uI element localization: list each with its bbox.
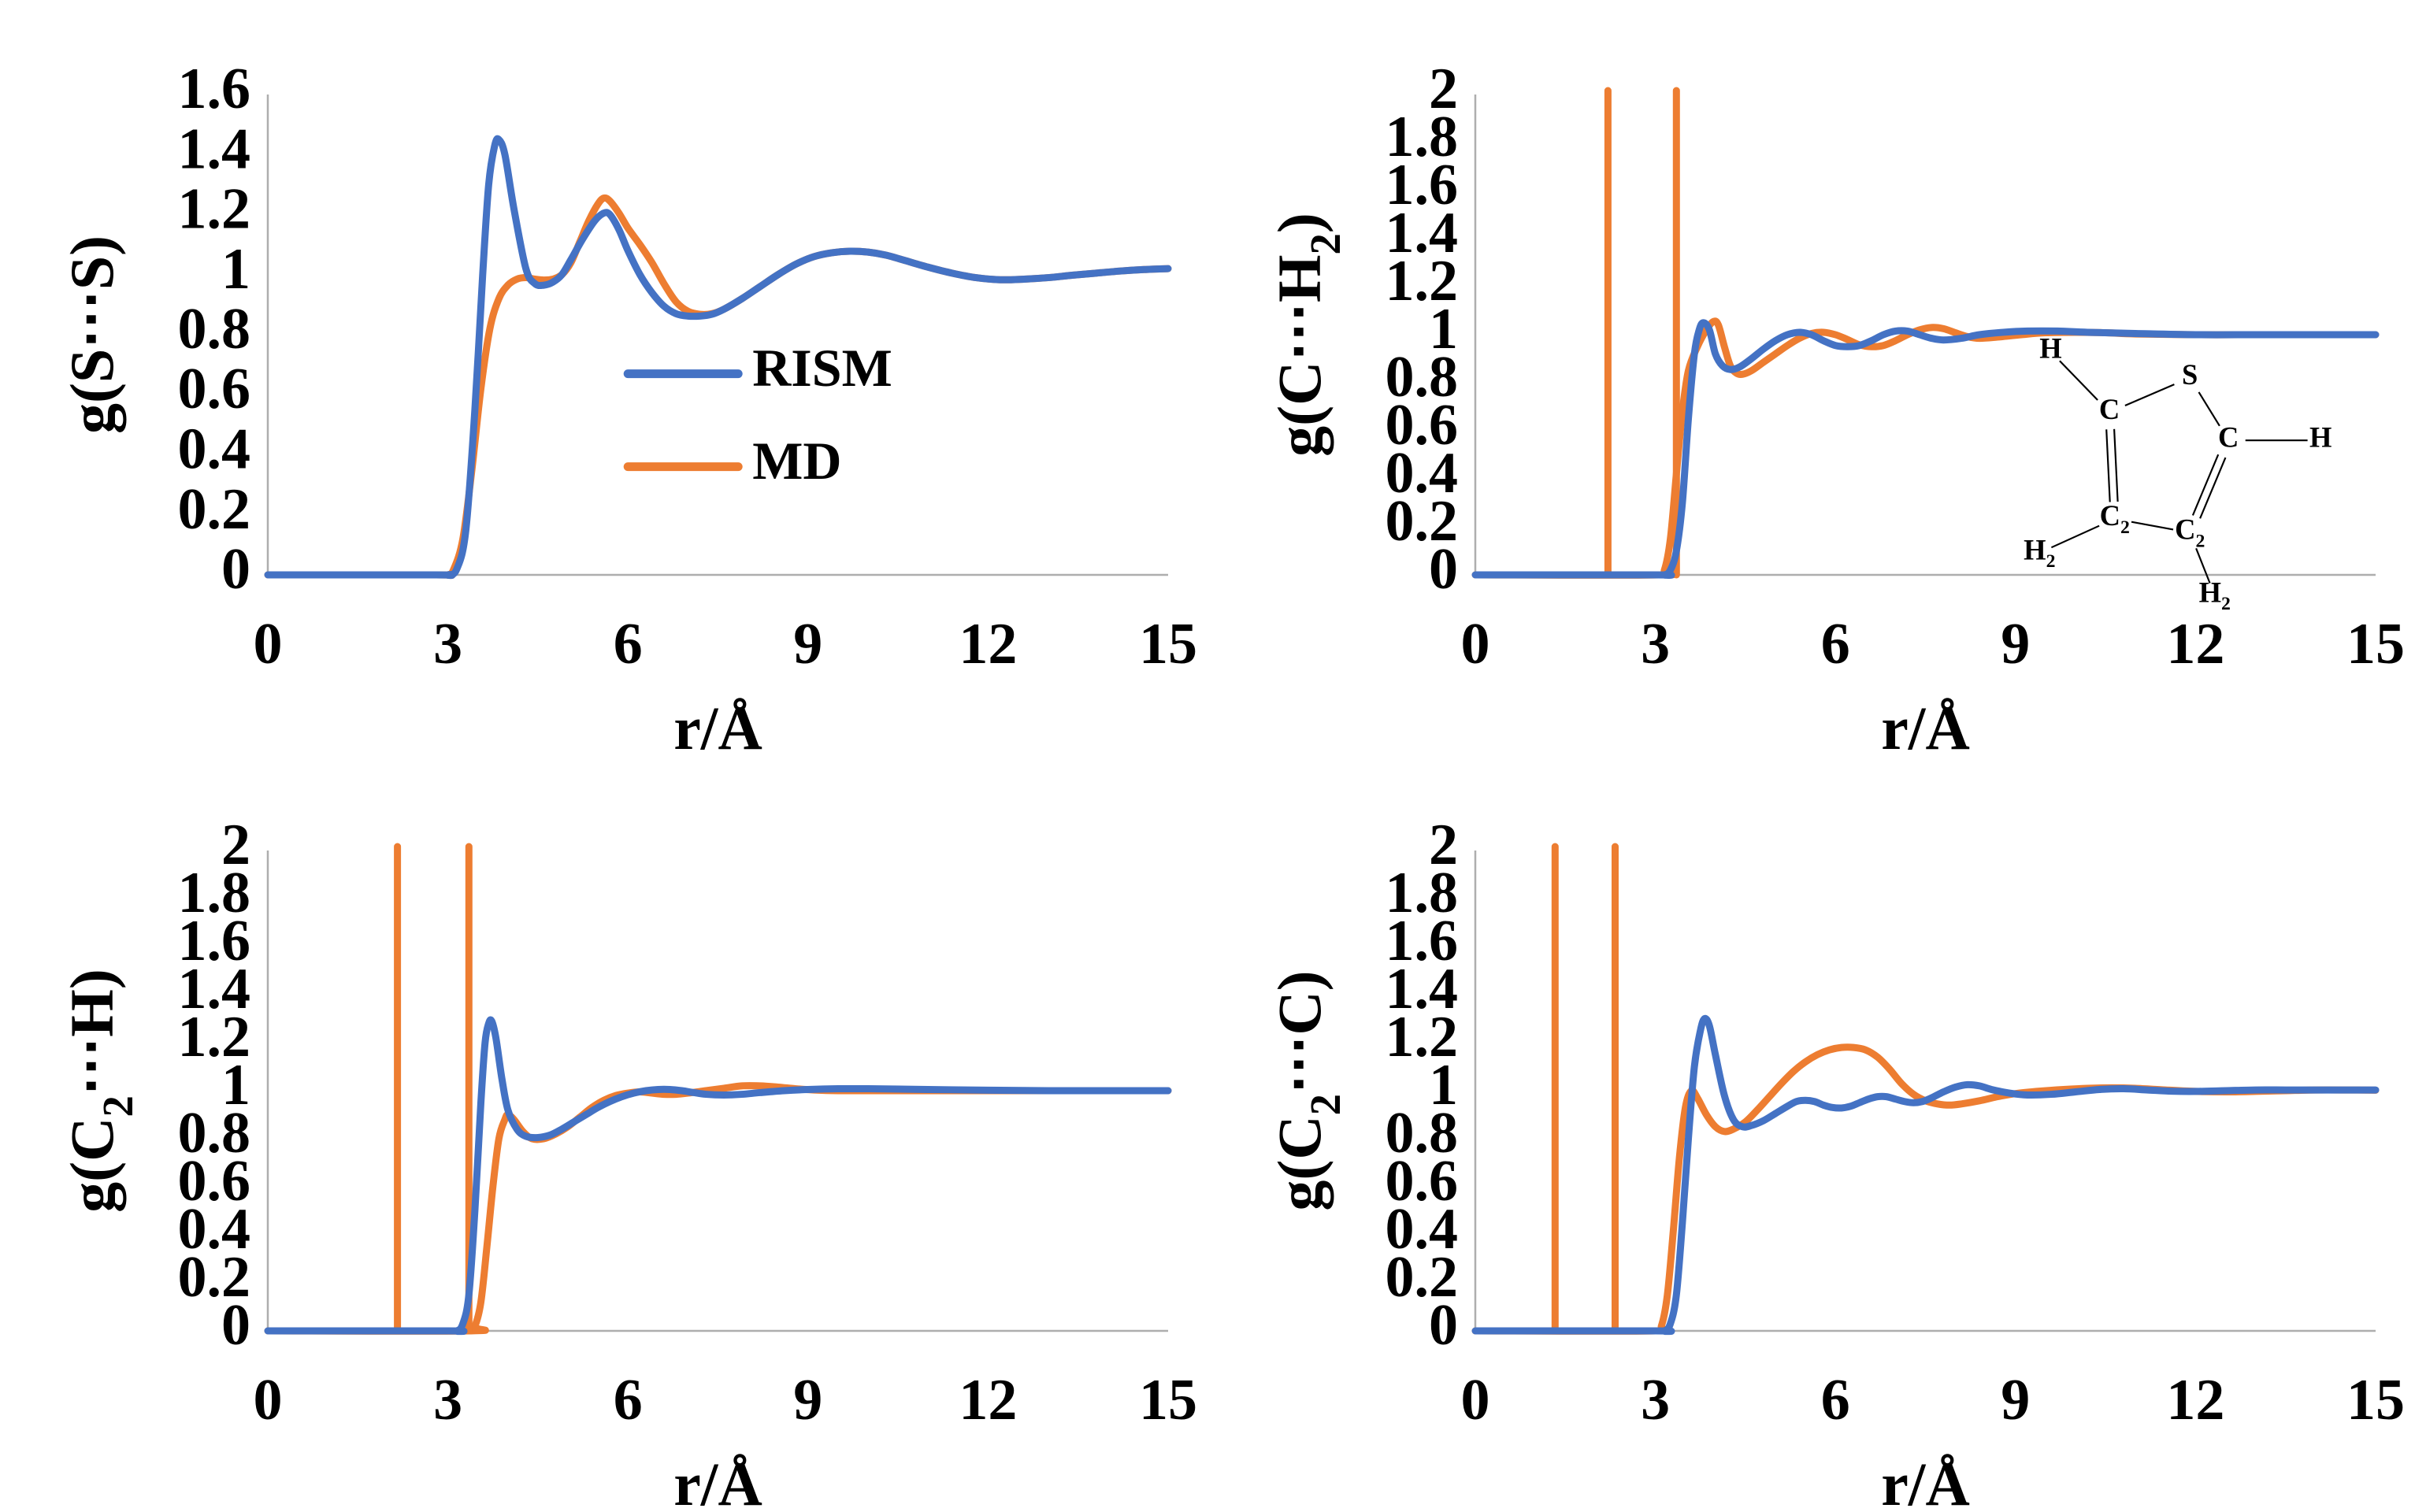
svg-text:0.4: 0.4 <box>178 417 251 481</box>
svg-text:0.6: 0.6 <box>178 357 251 421</box>
svg-text:0: 0 <box>1461 612 1490 676</box>
svg-text:0: 0 <box>221 537 250 602</box>
svg-text:C2: C2 <box>2100 499 2130 538</box>
svg-text:1: 1 <box>221 237 250 302</box>
svg-text:6: 6 <box>1821 612 1850 676</box>
svg-text:15: 15 <box>2346 1368 2405 1432</box>
svg-text:0: 0 <box>254 1368 283 1432</box>
svg-text:H2: H2 <box>2199 576 2231 614</box>
svg-text:12: 12 <box>959 612 1017 676</box>
svg-text:g(C2⋅⋅⋅H): g(C2⋅⋅⋅H) <box>58 969 142 1213</box>
svg-text:12: 12 <box>959 1368 1017 1432</box>
svg-text:12: 12 <box>2166 612 2224 676</box>
svg-text:C: C <box>2218 421 2239 454</box>
svg-text:r/Å: r/Å <box>1881 694 1970 756</box>
svg-text:2: 2 <box>1429 57 1458 121</box>
svg-text:g(C⋅⋅⋅H2): g(C⋅⋅⋅H2) <box>1265 213 1349 457</box>
svg-text:g(S⋅⋅⋅S): g(S⋅⋅⋅S) <box>58 235 126 434</box>
svg-text:3: 3 <box>1641 612 1670 676</box>
svg-text:9: 9 <box>2001 612 2030 676</box>
svg-text:C: C <box>2099 393 2120 425</box>
svg-text:15: 15 <box>1139 612 1197 676</box>
svg-text:6: 6 <box>614 612 643 676</box>
svg-text:H: H <box>2039 332 2061 365</box>
svg-text:0.8: 0.8 <box>178 297 251 361</box>
svg-text:9: 9 <box>793 1368 822 1432</box>
svg-text:3: 3 <box>1641 1368 1670 1432</box>
svg-text:3: 3 <box>433 1368 462 1432</box>
svg-text:15: 15 <box>1139 1368 1197 1432</box>
svg-text:2: 2 <box>1429 813 1458 877</box>
svg-text:0: 0 <box>254 612 283 676</box>
svg-text:H: H <box>2309 421 2332 454</box>
svg-text:12: 12 <box>2166 1368 2224 1432</box>
svg-text:C2: C2 <box>2175 513 2205 552</box>
svg-text:15: 15 <box>2346 612 2405 676</box>
svg-text:r/Å: r/Å <box>673 694 762 756</box>
svg-text:6: 6 <box>614 1368 643 1432</box>
svg-text:3: 3 <box>433 612 462 676</box>
svg-text:0.2: 0.2 <box>178 477 251 542</box>
svg-text:r/Å: r/Å <box>673 1450 762 1512</box>
svg-text:S: S <box>2182 358 2198 391</box>
svg-text:6: 6 <box>1821 1368 1850 1432</box>
svg-text:2: 2 <box>221 813 250 877</box>
svg-text:0: 0 <box>1461 1368 1490 1432</box>
svg-text:g(C2⋅⋅⋅C): g(C2⋅⋅⋅C) <box>1265 970 1349 1210</box>
svg-text:MD: MD <box>752 431 841 491</box>
svg-text:1.6: 1.6 <box>178 57 251 121</box>
svg-text:9: 9 <box>793 612 822 676</box>
svg-text:1.4: 1.4 <box>178 117 251 181</box>
svg-text:1.2: 1.2 <box>178 176 251 241</box>
svg-text:r/Å: r/Å <box>1881 1450 1970 1512</box>
svg-text:RISM: RISM <box>752 338 892 398</box>
svg-text:9: 9 <box>2001 1368 2030 1432</box>
svg-text:H2: H2 <box>2024 533 2055 572</box>
